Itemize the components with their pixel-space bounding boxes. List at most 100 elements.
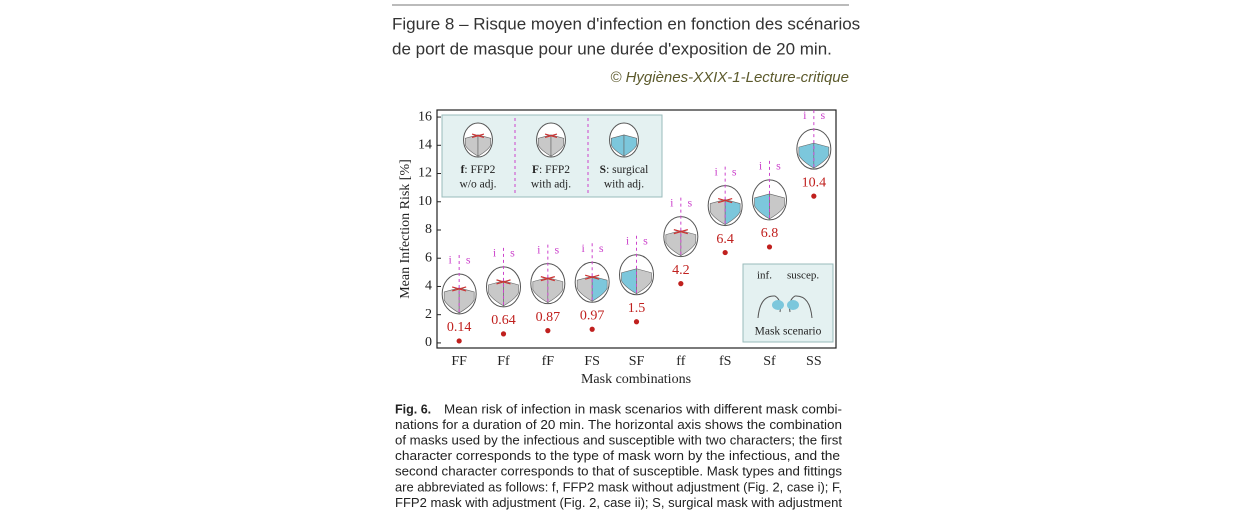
- data-point: [811, 193, 817, 199]
- data-label: 4.2: [672, 263, 690, 278]
- data-point: [456, 338, 462, 344]
- mask-right: [623, 134, 638, 157]
- data-point: [633, 319, 640, 325]
- y-tick-label: 2: [425, 307, 432, 322]
- mask-right: [769, 193, 785, 220]
- data-point: [545, 328, 551, 334]
- nose-clip: [585, 274, 600, 280]
- title-line: Figure 8 – Risque moyen d'infection en f…: [392, 14, 860, 33]
- nose-clip: [673, 229, 688, 235]
- inset-right: suscep.: [787, 270, 819, 282]
- head-label-s: s: [466, 253, 471, 267]
- mask-right: [813, 142, 830, 169]
- y-axis-label: Mean Infection Risk [%]: [398, 159, 413, 299]
- head-label-s: s: [554, 242, 559, 256]
- mask-right: [724, 199, 741, 226]
- y-tick-label: 16: [418, 109, 432, 124]
- title-line: de port de masque pour une durée d'expos…: [392, 39, 832, 58]
- mask-right: [591, 275, 608, 302]
- x-tick-label: FS: [584, 354, 600, 369]
- plot-frame: [436, 109, 837, 349]
- y-tick-label: 12: [418, 166, 432, 181]
- legend-fit: with adj.: [604, 179, 644, 191]
- caption: Fig. 6. Mean risk of infection in mask sc…: [395, 402, 843, 510]
- y-tick-label: 4: [425, 279, 432, 294]
- x-tick-label: fF: [542, 354, 555, 369]
- y-tick-label: 6: [425, 250, 432, 265]
- caption-line: second character corresponds to that of …: [395, 465, 842, 479]
- y-tick-label: 8: [425, 222, 432, 237]
- data-label: 6.4: [716, 232, 734, 247]
- data-label: 6.8: [761, 226, 779, 241]
- data-label: 0.87: [536, 310, 561, 325]
- x-tick-label: FF: [451, 354, 467, 369]
- x-tick-label: ff: [676, 354, 685, 369]
- nose-clip: [496, 279, 511, 285]
- caption-line: are abbreviated as follows: f, FFP2 mask…: [395, 480, 842, 494]
- data-label: 0.64: [491, 313, 516, 328]
- legend-key: f: [461, 164, 465, 176]
- y-tick-label: 0: [425, 335, 432, 350]
- legend-fit: w/o adj.: [459, 179, 496, 191]
- caption-line: FFP2 mask with adjustment (Fig. 2, case …: [395, 496, 843, 510]
- data-label: 10.4: [802, 175, 827, 190]
- y-tick-label: 14: [418, 138, 432, 153]
- credit: © Hygiènes-XXIX-1-Lecture-critique: [610, 69, 849, 86]
- x-tick-label: Sf: [763, 354, 776, 369]
- chart: 0 2 4 6 8 10 12 14 16 Mean Infection Risk [%] Mask…: [398, 108, 837, 387]
- head-label-i: i: [759, 159, 763, 173]
- legend-entry: S: surgical: [600, 164, 649, 176]
- legend-fit: with adj.: [531, 179, 571, 191]
- nose-clip: [471, 133, 485, 139]
- mask-right: [547, 277, 564, 304]
- inset-caption: Mask scenario: [755, 326, 822, 338]
- x-tick-label: fS: [719, 354, 731, 369]
- nose-clip: [718, 197, 733, 204]
- head-label-s: s: [599, 241, 604, 255]
- head-label-i: i: [581, 241, 585, 255]
- legend-type: : surgical: [606, 164, 648, 176]
- head-label-i: i: [670, 195, 674, 209]
- data-point: [766, 244, 773, 250]
- head-label-s: s: [732, 164, 737, 178]
- data-point: [500, 331, 507, 337]
- data-point: [678, 281, 684, 287]
- caption-line: of masks used by the infectious and susc…: [395, 433, 843, 447]
- mask-right: [636, 268, 652, 295]
- x-tick-label: SF: [629, 354, 645, 369]
- head-label-i: i: [537, 242, 541, 256]
- legend-entry: f: FFP2: [461, 164, 496, 176]
- nose-clip: [452, 286, 467, 292]
- legend-key: S: [600, 164, 606, 176]
- mask-right: [503, 280, 519, 307]
- x-tick-label: Ff: [497, 354, 510, 369]
- data-label: 0.97: [580, 308, 605, 323]
- mask-right: [680, 230, 697, 257]
- caption-line: character corresponds to the type of mas…: [395, 449, 840, 463]
- head-label-s: s: [687, 195, 692, 209]
- x-tick-label: SS: [806, 354, 822, 369]
- head-label-i: i: [448, 253, 452, 267]
- legend-type: : FFP2: [464, 164, 495, 176]
- head-label-i: i: [626, 233, 630, 247]
- inset-left: inf.: [757, 270, 772, 282]
- head-label-s: s: [510, 246, 515, 260]
- data-label: 1.5: [628, 301, 646, 316]
- data-label: 0.14: [447, 320, 472, 335]
- mask-right: [550, 134, 565, 157]
- head-label-i: i: [714, 164, 718, 178]
- nose-clip: [544, 133, 558, 139]
- inset-mask: [787, 300, 799, 310]
- head-label-s: s: [820, 108, 825, 122]
- nose-clip: [540, 276, 555, 282]
- x-axis-label: Mask combinations: [581, 372, 691, 387]
- legend-type: : FFP2: [539, 164, 570, 176]
- caption-label: Fig. 6.: [395, 402, 431, 416]
- caption-line: Mean risk of infection in mask scenarios…: [444, 402, 842, 416]
- head-label-i: i: [803, 108, 807, 122]
- head-label-i: i: [493, 246, 497, 260]
- y-tick-label: 10: [418, 194, 432, 209]
- legend-entry: F: FFP2: [532, 164, 570, 176]
